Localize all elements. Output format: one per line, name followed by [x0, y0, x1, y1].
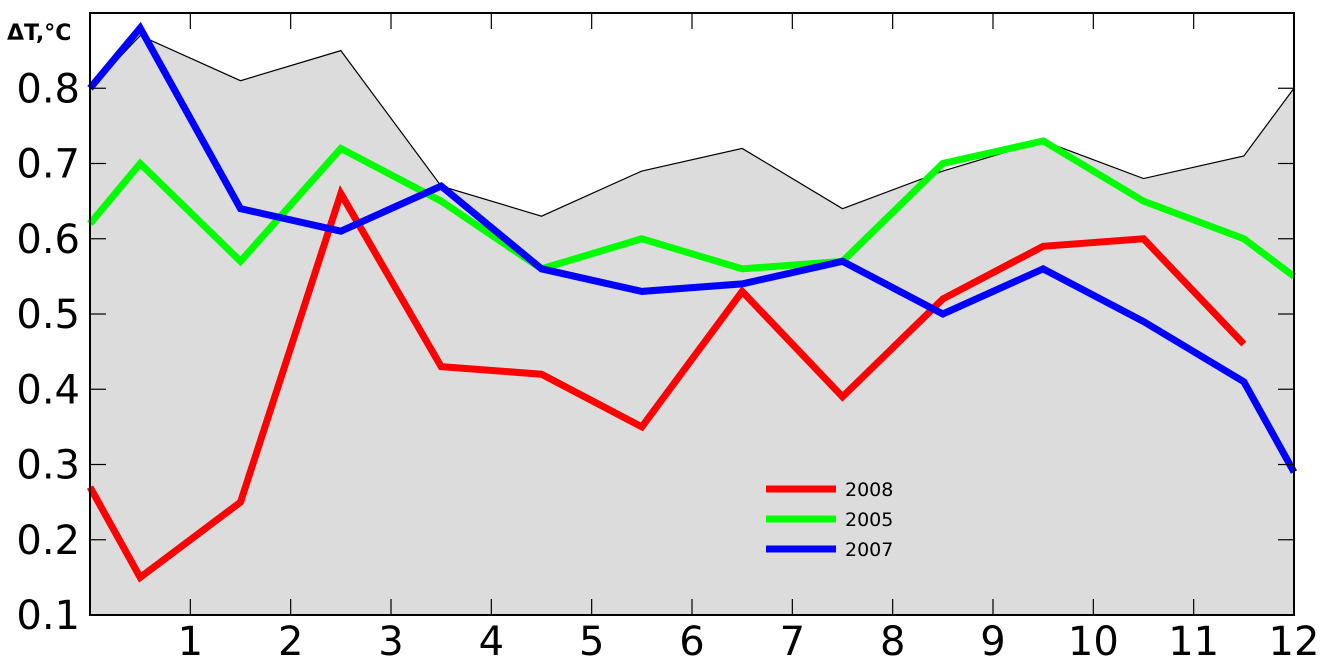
- series-line-2007: [87, 21, 1298, 474]
- envelope-outline: [89, 34, 1295, 217]
- x-tick-label: 4: [479, 619, 504, 661]
- y-tick-label: 0.8: [16, 66, 80, 112]
- series-line-2008: [86, 185, 1247, 583]
- y-tick-label: 0.6: [16, 217, 80, 263]
- legend-label-2005: 2005: [845, 509, 893, 531]
- y-tick-labels: 0.1 0.2 0.3 0.4 0.5 0.6 0.7 0.8: [16, 66, 80, 639]
- y-tick-label: 0.3: [16, 443, 80, 489]
- envelope-area: [90, 35, 1294, 615]
- legend-label-2008: 2008: [845, 479, 893, 501]
- x-tick-label: 9: [980, 619, 1005, 661]
- tick-layer: [90, 13, 1295, 616]
- y-tick-label: 0.2: [16, 518, 80, 564]
- x-tick-label: 1: [178, 619, 203, 661]
- x-tick-label: 6: [679, 619, 704, 661]
- x-tick-label: 10: [1068, 619, 1119, 661]
- y-tick-label: 0.4: [16, 367, 80, 413]
- x-tick-label: 8: [880, 619, 905, 661]
- series-layer: [86, 21, 1298, 583]
- x-tick-label: 3: [378, 619, 403, 661]
- x-tick-label: 5: [579, 619, 604, 661]
- series-line-2005: [87, 137, 1297, 280]
- legend: 2008 2005 2007: [766, 479, 893, 561]
- x-tick-labels: 1 2 3 4 5 6 7 8 9 10 11 12: [178, 619, 1320, 661]
- y-tick-label: 0.5: [16, 292, 80, 338]
- x-tick-label: 7: [780, 619, 805, 661]
- x-tick-label: 12: [1269, 619, 1320, 661]
- y-axis-label: ΔT,°C: [7, 21, 71, 46]
- x-tick-label: 2: [278, 619, 303, 661]
- x-tick-label: 11: [1168, 619, 1219, 661]
- y-tick-label: 0.7: [16, 142, 80, 188]
- legend-label-2007: 2007: [845, 539, 893, 561]
- y-tick-label: 0.1: [16, 593, 80, 639]
- envelope-layer: [89, 34, 1295, 615]
